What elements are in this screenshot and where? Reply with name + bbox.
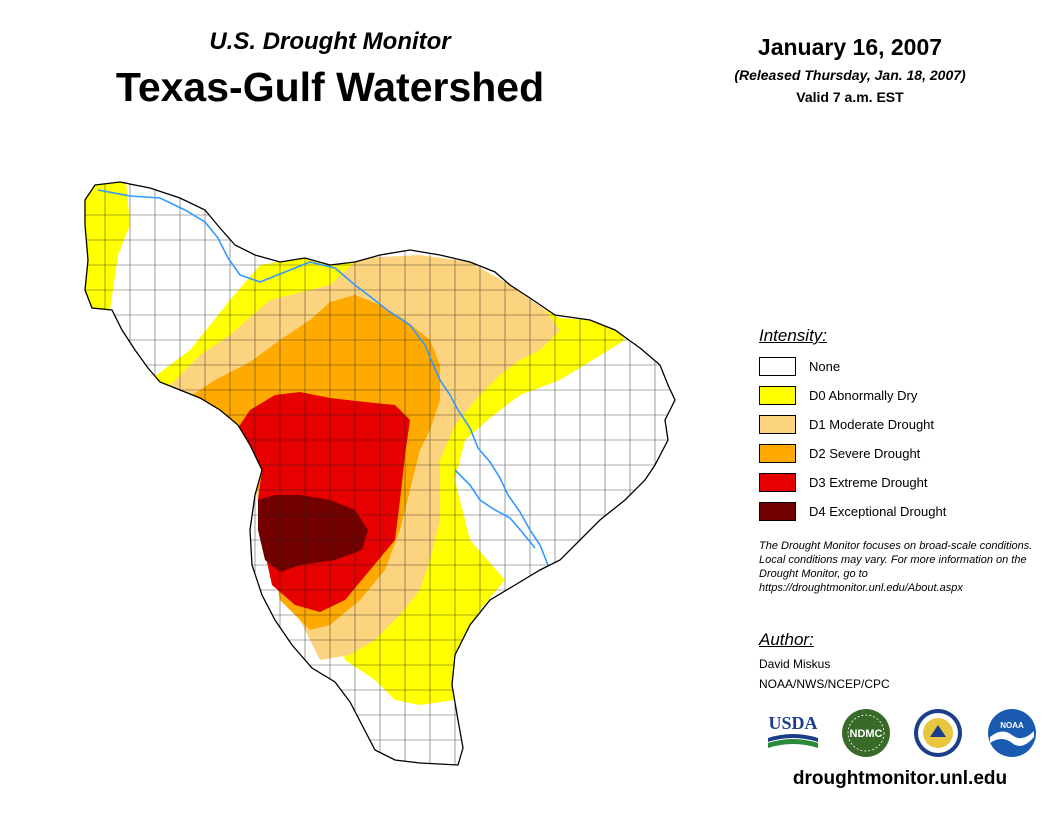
noaa-logo: NOAA	[988, 709, 1036, 757]
legend-swatch	[759, 414, 796, 434]
legend-label: D3 Extreme Drought	[809, 474, 928, 490]
drought-d4-area	[258, 495, 368, 572]
author-org: NOAA/NWS/NCEP/CPC	[759, 677, 890, 691]
river-south	[454, 469, 536, 549]
drought-monitor-note: The Drought Monitor focuses on broad-sca…	[759, 540, 1033, 594]
legend-swatch	[759, 443, 796, 463]
watershed-boundary	[84, 181, 676, 766]
ndmc-logo-text: NDMC	[850, 728, 883, 740]
legend-item: D4 Exceptional Drought	[759, 500, 946, 522]
legend-label: D4 Exceptional Drought	[809, 503, 947, 519]
noaa-logo-text: NOAA	[1000, 721, 1024, 730]
legend-swatch	[759, 356, 796, 376]
site-url-link[interactable]: droughtmonitor.unl.edu	[792, 768, 1008, 789]
map-date: January 16, 2007	[757, 34, 943, 60]
river-north	[97, 189, 549, 566]
legend-item: D2 Severe Drought	[759, 442, 920, 464]
usda-logo-text: USDA	[768, 713, 817, 733]
legend-label: D1 Moderate Drought	[809, 416, 935, 432]
legend-swatch	[759, 385, 796, 405]
author-heading: Author:	[759, 630, 814, 649]
ndmc-logo: NDMC	[842, 709, 890, 757]
legend-item: D0 Abnormally Dry	[759, 384, 917, 406]
release-date: (Released Thursday, Jan. 18, 2007)	[734, 67, 966, 83]
legend-title: Intensity:	[759, 326, 828, 345]
legend-item: D1 Moderate Drought	[759, 413, 934, 435]
legend-label: D2 Severe Drought	[809, 445, 921, 461]
legend-item: D3 Extreme Drought	[759, 471, 928, 493]
legend-swatch	[759, 472, 796, 492]
map-title: Texas-Gulf Watershed	[115, 64, 545, 110]
author-name: David Miskus	[759, 657, 831, 671]
commerce-seal-logo	[914, 709, 962, 757]
map-subtitle: U.S. Drought Monitor	[209, 28, 451, 55]
usda-logo: USDA	[768, 713, 818, 748]
legend-item: None	[759, 355, 840, 377]
valid-time: Valid 7 a.m. EST	[796, 89, 904, 105]
legend-swatch	[759, 501, 796, 521]
legend-label: None	[809, 358, 841, 374]
legend-label: D0 Abnormally Dry	[809, 387, 918, 403]
watershed-map	[84, 181, 676, 766]
